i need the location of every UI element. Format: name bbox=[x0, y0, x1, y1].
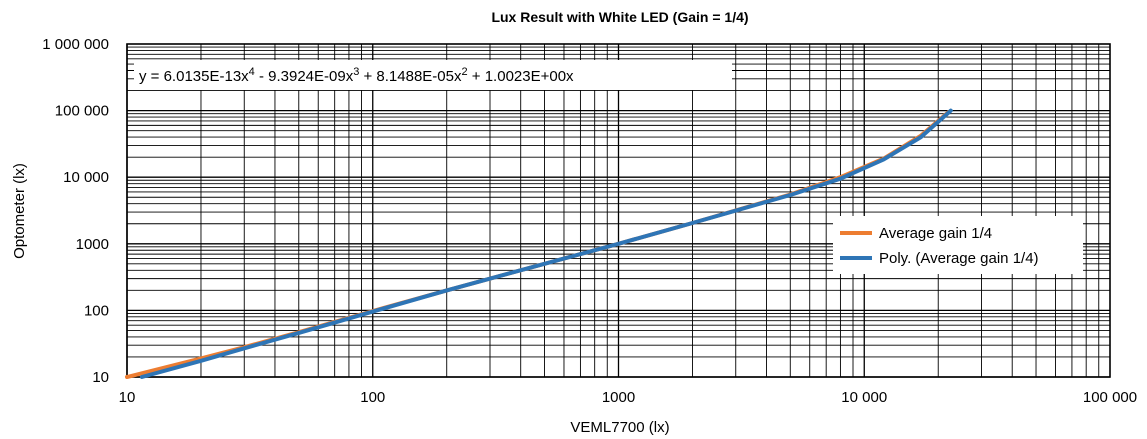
grid bbox=[126, 44, 1110, 378]
x-axis-label: VEML7700 (lx) bbox=[570, 419, 669, 436]
y-tick-label: 10 bbox=[92, 369, 109, 386]
series-group bbox=[125, 108, 953, 379]
equation-box bbox=[134, 60, 732, 90]
legend-label-average: Average gain 1/4 bbox=[879, 225, 992, 242]
legend: Average gain 1/4 Poly. (Average gain 1/4… bbox=[833, 216, 1083, 274]
y-tick-labels: 10 100 1000 10 000 100 000 1 000 000 bbox=[42, 36, 109, 386]
x-tick-label: 100 000 bbox=[1083, 389, 1137, 406]
x-tick-label: 1000 bbox=[602, 389, 635, 406]
y-tick-label: 100 000 bbox=[55, 103, 109, 120]
y-tick-label: 1 000 000 bbox=[42, 36, 109, 53]
y-tick-label: 10 000 bbox=[63, 169, 109, 186]
legend-box bbox=[833, 216, 1083, 274]
y-tick-label: 1000 bbox=[76, 236, 109, 253]
series-line-poly bbox=[139, 108, 953, 379]
x-tick-label: 10 bbox=[119, 389, 136, 406]
legend-label-poly: Poly. (Average gain 1/4) bbox=[879, 250, 1039, 267]
x-tick-labels: 10 100 1000 10 000 100 000 bbox=[119, 389, 1137, 406]
chart-title: Lux Result with White LED (Gain = 1/4) bbox=[491, 9, 748, 25]
y-tick-label: 100 bbox=[84, 302, 109, 319]
trendline-equation: y = 6.0135E-13x4 - 9.3924E-09x3 + 8.1488… bbox=[139, 66, 574, 85]
x-tick-label: 100 bbox=[360, 389, 385, 406]
plot-frame bbox=[126, 43, 1111, 378]
y-axis-label: Optometer (lx) bbox=[11, 163, 28, 259]
x-tick-label: 10 000 bbox=[841, 389, 887, 406]
